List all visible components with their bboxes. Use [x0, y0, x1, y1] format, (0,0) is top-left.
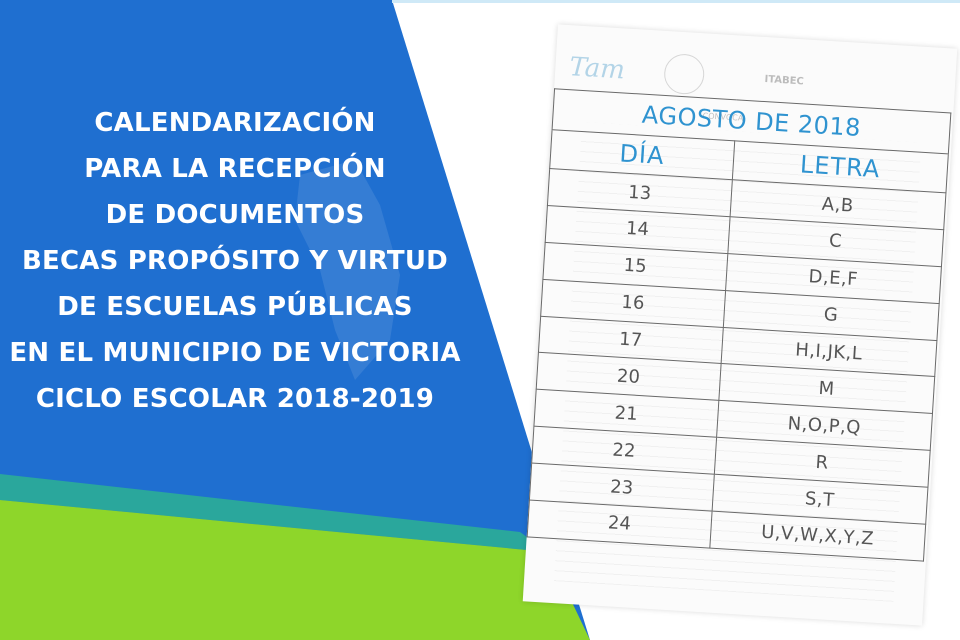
teal-band	[0, 474, 548, 552]
tam-logo: Tam	[568, 52, 626, 86]
blue-panel	[0, 0, 590, 640]
headline-line: PARA LA RECEPCIÓN	[84, 154, 386, 184]
schedule-table: AGOSTO DE 2018 DÍA LETRA 13 A,B 14 C 15 …	[526, 88, 952, 562]
top-accent-strip	[392, 0, 960, 3]
headline-line: DE DOCUMENTOS	[105, 200, 365, 230]
headline-block: CALENDARIZACIÓN PARA LA RECEPCIÓN DE DOC…	[0, 100, 470, 422]
headline-line: BECAS PROPÓSITO Y VIRTUD	[22, 246, 448, 276]
seal-icon	[663, 52, 706, 96]
headline-line: EN EL MUNICIPIO DE VICTORIA	[9, 338, 461, 368]
watermark-shape	[295, 160, 400, 380]
headline-line: CICLO ESCOLAR 2018-2019	[35, 384, 435, 414]
document-sheet: Tam ITABEC CONVOCA AGOSTO DE 2018 DÍA LE…	[522, 24, 958, 626]
headline-line: CALENDARIZACIÓN	[94, 108, 376, 138]
agency-label: ITABEC	[764, 73, 805, 87]
headline-line: DE ESCUELAS PÚBLICAS	[57, 292, 413, 322]
green-band	[0, 500, 590, 640]
